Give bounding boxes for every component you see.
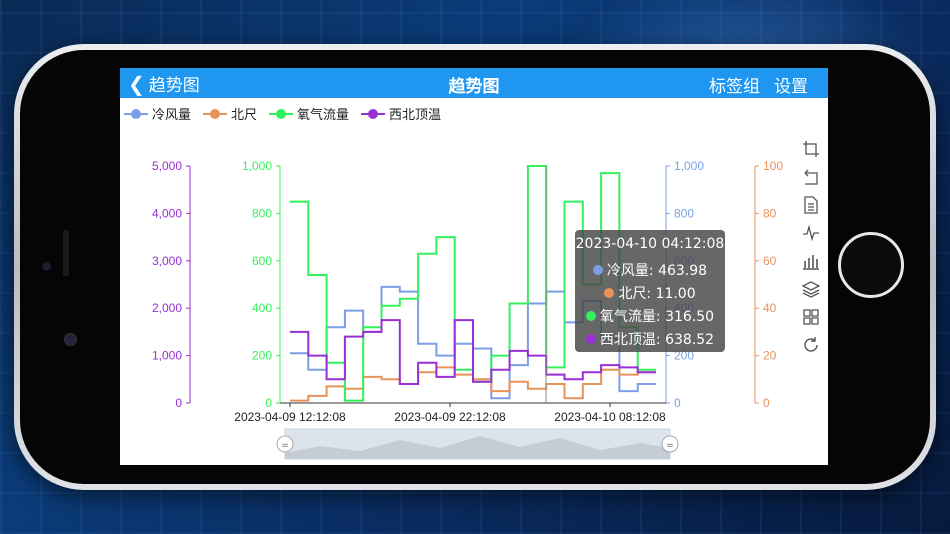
y-tick-label: 800 bbox=[674, 206, 694, 220]
y-tick-label: 1,000 bbox=[242, 159, 272, 173]
tooltip-value: 西北顶温: 638.52 bbox=[599, 332, 715, 348]
stack-icon[interactable] bbox=[802, 280, 820, 298]
y-tick-label: 1,000 bbox=[674, 159, 704, 173]
y-tick-label: 2,000 bbox=[152, 301, 182, 315]
chart-toolbox bbox=[802, 140, 820, 354]
legend-symbol bbox=[361, 108, 386, 119]
tooltip-value: 冷风量: 463.98 bbox=[606, 263, 708, 279]
legend-item[interactable]: 氧气流量 bbox=[269, 104, 349, 123]
line-chart-icon[interactable] bbox=[802, 224, 820, 242]
y-tick-label: 400 bbox=[252, 301, 272, 315]
tooltip-value: 北尺: 11.00 bbox=[618, 286, 696, 302]
phone-side-button bbox=[63, 230, 69, 276]
tooltip-row: 氧气流量: 316.50 bbox=[575, 306, 725, 326]
tooltip-time: 2023-04-10 04:12:08 bbox=[575, 236, 725, 252]
chart-tooltip: 2023-04-10 04:12:08 冷风量: 463.98 北尺: 11.0… bbox=[575, 230, 725, 352]
tiled-icon[interactable] bbox=[802, 308, 820, 326]
legend-item[interactable]: 北尺 bbox=[203, 104, 257, 123]
x-tick-label: 2023-04-09 22:12:08 bbox=[394, 410, 506, 424]
handle-grip-icon: = bbox=[281, 441, 289, 451]
home-button[interactable] bbox=[838, 232, 904, 298]
y-tick-label: 5,000 bbox=[152, 159, 182, 173]
tooltip-row: 西北顶温: 638.52 bbox=[575, 329, 725, 349]
legend-item[interactable]: 冷风量 bbox=[124, 104, 191, 123]
datazoom-handle[interactable] bbox=[276, 435, 294, 453]
series-dot-icon bbox=[592, 265, 603, 275]
data-view-icon[interactable] bbox=[802, 196, 820, 214]
legend-item[interactable]: 西北顶温 bbox=[361, 104, 441, 123]
y-tick-label: 20 bbox=[763, 349, 777, 363]
y-tick-label: 0 bbox=[175, 396, 182, 410]
series-line bbox=[290, 319, 656, 385]
y-tick-label: 0 bbox=[265, 396, 272, 410]
nav-actions: 标签组 设置 bbox=[709, 72, 808, 97]
y-tick-label: 200 bbox=[674, 349, 694, 363]
legend-label: 冷风量 bbox=[152, 108, 192, 123]
datazoom-handle[interactable] bbox=[661, 435, 679, 453]
x-tick-label: 2023-04-10 08:12:08 bbox=[554, 410, 666, 424]
undo-icon[interactable] bbox=[802, 168, 820, 186]
y-tick-label: 800 bbox=[252, 206, 272, 220]
legend-symbol bbox=[124, 108, 148, 119]
tooltip-row: 北尺: 11.00 bbox=[575, 283, 725, 303]
y-tick-label: 100 bbox=[763, 159, 783, 173]
app-screen: ❮ 趋势图 趋势图 标签组 设置 冷风量 北尺 氧气流量 西北顶温 5,000 4… bbox=[120, 68, 828, 465]
y-tick-label: 4,000 bbox=[152, 206, 182, 220]
y-tick-label: 60 bbox=[763, 254, 777, 268]
series-dot-icon bbox=[585, 311, 596, 321]
legend-label: 氧气流量 bbox=[297, 108, 350, 123]
back-button[interactable]: ❮ 趋势图 bbox=[128, 71, 200, 97]
y-tick-label: 1,000 bbox=[152, 349, 182, 363]
phone-sensor bbox=[42, 262, 51, 271]
legend-label: 西北顶温 bbox=[389, 108, 442, 123]
back-label: 趋势图 bbox=[148, 76, 200, 96]
refresh-icon[interactable] bbox=[802, 336, 820, 354]
series-dot-icon bbox=[604, 288, 615, 298]
phone-camera bbox=[64, 333, 77, 346]
y-tick-label: 0 bbox=[674, 396, 681, 410]
tooltip-row: 冷风量: 463.98 bbox=[575, 260, 725, 280]
tag-group-button[interactable]: 标签组 bbox=[709, 77, 760, 97]
datazoom-preview bbox=[285, 436, 670, 459]
y-tick-label: 3,000 bbox=[152, 254, 182, 268]
tooltip-value: 氧气流量: 316.50 bbox=[599, 309, 715, 325]
bar-chart-icon[interactable] bbox=[802, 252, 820, 270]
legend-symbol bbox=[203, 108, 228, 119]
y-tick-label: 40 bbox=[763, 301, 777, 315]
x-tick-label: 2023-04-09 12:12:08 bbox=[234, 410, 346, 424]
legend-label: 北尺 bbox=[231, 108, 258, 123]
y-tick-label: 600 bbox=[252, 254, 272, 268]
settings-button[interactable]: 设置 bbox=[774, 77, 808, 97]
y-tick-label: 0 bbox=[763, 396, 770, 410]
nav-bar: ❮ 趋势图 趋势图 标签组 设置 bbox=[120, 68, 828, 98]
page-title: 趋势图 bbox=[448, 77, 500, 97]
chevron-left-icon: ❮ bbox=[128, 71, 145, 96]
y-tick-label: 80 bbox=[763, 206, 777, 220]
chart-legend: 冷风量 北尺 氧气流量 西北顶温 bbox=[124, 104, 441, 123]
crop-icon[interactable] bbox=[802, 140, 820, 158]
series-dot-icon bbox=[585, 334, 596, 344]
legend-symbol bbox=[269, 108, 294, 119]
handle-grip-icon: = bbox=[666, 441, 674, 451]
y-tick-label: 200 bbox=[252, 349, 272, 363]
